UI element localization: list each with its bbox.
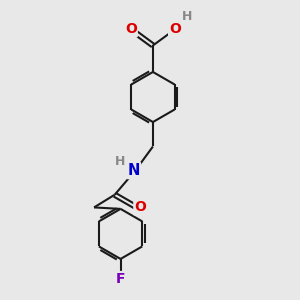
Text: H: H [115, 155, 125, 168]
Text: O: O [169, 22, 181, 36]
Text: O: O [125, 22, 137, 36]
Text: O: O [134, 200, 146, 214]
Text: H: H [182, 10, 192, 22]
Text: F: F [116, 272, 125, 286]
Text: N: N [128, 163, 140, 178]
